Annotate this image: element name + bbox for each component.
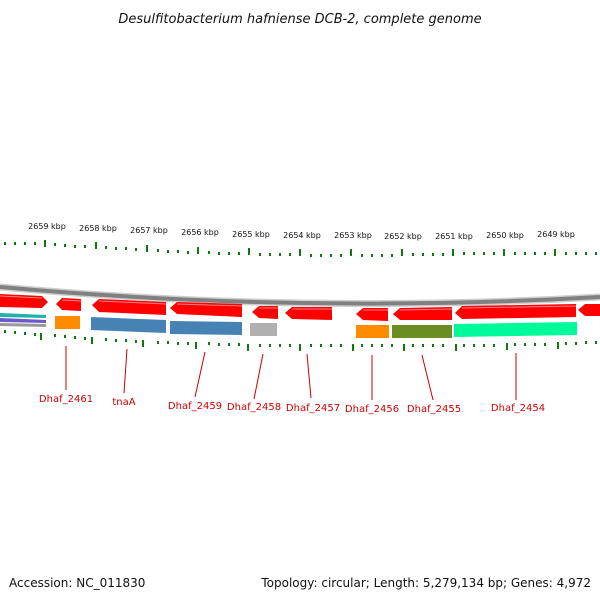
- topology-text: Topology: circular; Length: 5,279,134 bp…: [260, 576, 591, 590]
- cog-block: [0, 318, 46, 323]
- scale-label: 2652 kbp: [384, 232, 422, 241]
- scale-label: 2657 kbp: [130, 226, 168, 235]
- scale-label: 2653 kbp: [334, 231, 372, 240]
- map-title: Desulfitobacterium hafniense DCB-2, comp…: [118, 12, 481, 27]
- gene-arrow: [578, 304, 600, 316]
- cog-block: [392, 325, 452, 338]
- cog-block: [170, 321, 242, 335]
- cog-track: [0, 313, 577, 338]
- cog-block: [55, 316, 80, 329]
- outer-minor-ticks: [4, 242, 597, 257]
- gene-label[interactable]: Dhaf_2461: [39, 394, 93, 405]
- cog-block: [0, 313, 46, 318]
- outer-major-ticks: [44, 240, 556, 256]
- outer-scale: 2659 kbp 2658 kbp 2657 kbp 2656 kbp 2655…: [4, 222, 597, 257]
- cog-block: [250, 323, 277, 336]
- gene-labels: Dhaf_2461 tnaA Dhaf_2459 Dhaf_2458 Dhaf_…: [39, 394, 545, 415]
- inner-minor-ticks: [4, 330, 597, 347]
- scale-label: 2651 kbp: [435, 232, 473, 241]
- gene-arrow: [285, 307, 332, 320]
- cog-block: [0, 323, 46, 327]
- scale-label: 2659 kbp: [28, 222, 66, 231]
- gene-label-leaders: [65, 346, 517, 401]
- gene-arrow: [252, 306, 278, 319]
- gene-label[interactable]: Dhaf_2457: [286, 403, 340, 414]
- scale-label: 2654 kbp: [283, 231, 321, 240]
- gene-arrow: [356, 308, 388, 321]
- gene-label[interactable]: Dhaf_2456: [345, 404, 399, 415]
- accession-text: Accession: NC_011830: [9, 576, 145, 590]
- gene-label[interactable]: Dhaf_2459: [168, 401, 222, 412]
- cog-block: [91, 317, 166, 333]
- cog-block: [356, 325, 389, 338]
- gene-label[interactable]: tnaA: [112, 397, 135, 408]
- genome-backbone-core: [0, 285, 600, 306]
- cog-block: [454, 322, 577, 337]
- inner-major-ticks: [40, 333, 559, 351]
- scale-label: 2655 kbp: [232, 230, 270, 239]
- gene-label[interactable]: Dhaf_2454: [491, 403, 545, 414]
- cds-track: [0, 294, 600, 321]
- gene-arrow-highlights: [0, 295, 577, 311]
- scale-label: 2650 kbp: [486, 231, 524, 240]
- scale-label: 2656 kbp: [181, 228, 219, 237]
- scale-label: 2649 kbp: [537, 230, 575, 239]
- scale-label: 2658 kbp: [79, 224, 117, 233]
- gene-arrow: [56, 298, 81, 311]
- inner-scale: [4, 330, 597, 351]
- gene-label[interactable]: Dhaf_2455: [407, 404, 461, 415]
- scale-labels: 2659 kbp 2658 kbp 2657 kbp 2656 kbp 2655…: [28, 222, 575, 241]
- gene-label[interactable]: Dhaf_2458: [227, 402, 281, 413]
